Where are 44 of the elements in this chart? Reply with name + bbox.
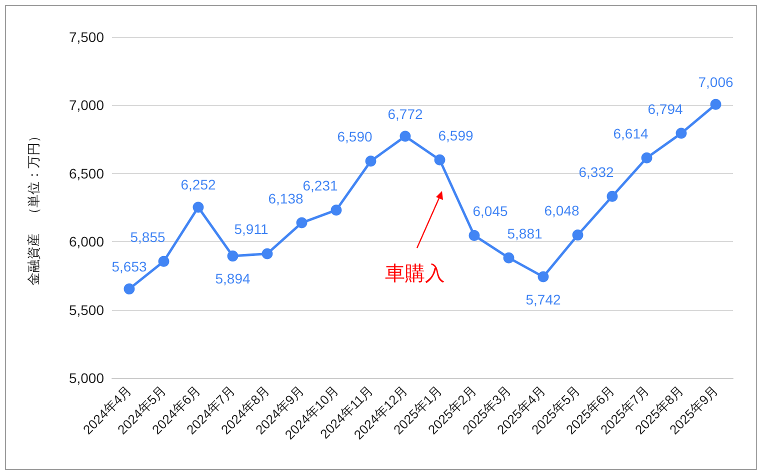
point xyxy=(365,156,376,167)
point xyxy=(158,256,170,267)
data-label: 5,894 xyxy=(215,270,250,287)
point xyxy=(503,252,514,264)
point xyxy=(468,230,480,241)
point xyxy=(400,130,411,142)
data-label: 6,231 xyxy=(302,178,338,194)
y-tick-label: 5,000 xyxy=(68,370,104,386)
data-label: 7,006 xyxy=(698,74,734,90)
data-label: 6,590 xyxy=(337,128,372,145)
data-label: 5,855 xyxy=(130,228,166,245)
annotation: 車購入 xyxy=(385,263,445,285)
y-tick-label: 6,500 xyxy=(68,165,104,182)
point xyxy=(227,250,238,262)
y-axis-title: 金融資産 （単位：万円） xyxy=(26,130,41,286)
data-label: 6,332 xyxy=(578,164,614,180)
point xyxy=(676,128,687,139)
y-tick-label: 6,000 xyxy=(68,234,104,250)
point xyxy=(572,230,584,241)
data-label: 6,599 xyxy=(438,127,474,144)
point xyxy=(710,98,722,110)
point xyxy=(262,248,273,260)
point xyxy=(124,283,135,294)
data-label: 5,653 xyxy=(112,258,147,274)
data-label: 6,045 xyxy=(472,202,508,219)
data-label: 6,048 xyxy=(544,202,580,219)
point xyxy=(606,190,618,202)
y-tick-label: 7,000 xyxy=(68,97,104,114)
point xyxy=(330,204,342,216)
data-label: 6,138 xyxy=(268,190,304,206)
data-label: 6,772 xyxy=(388,106,423,122)
point xyxy=(538,271,549,282)
y-tick-label: 7,500 xyxy=(68,29,104,45)
data-label: 5,742 xyxy=(526,291,561,308)
point xyxy=(192,202,204,213)
data-label: 6,252 xyxy=(180,176,216,193)
y-tick-label: 5,500 xyxy=(68,302,104,318)
data-label: 5,911 xyxy=(234,221,268,238)
point xyxy=(434,154,446,166)
data-label: 6,614 xyxy=(613,125,648,142)
data-label: 5,881 xyxy=(507,225,542,242)
point xyxy=(641,152,652,164)
point xyxy=(296,217,308,228)
data-label: 6,794 xyxy=(648,100,683,117)
